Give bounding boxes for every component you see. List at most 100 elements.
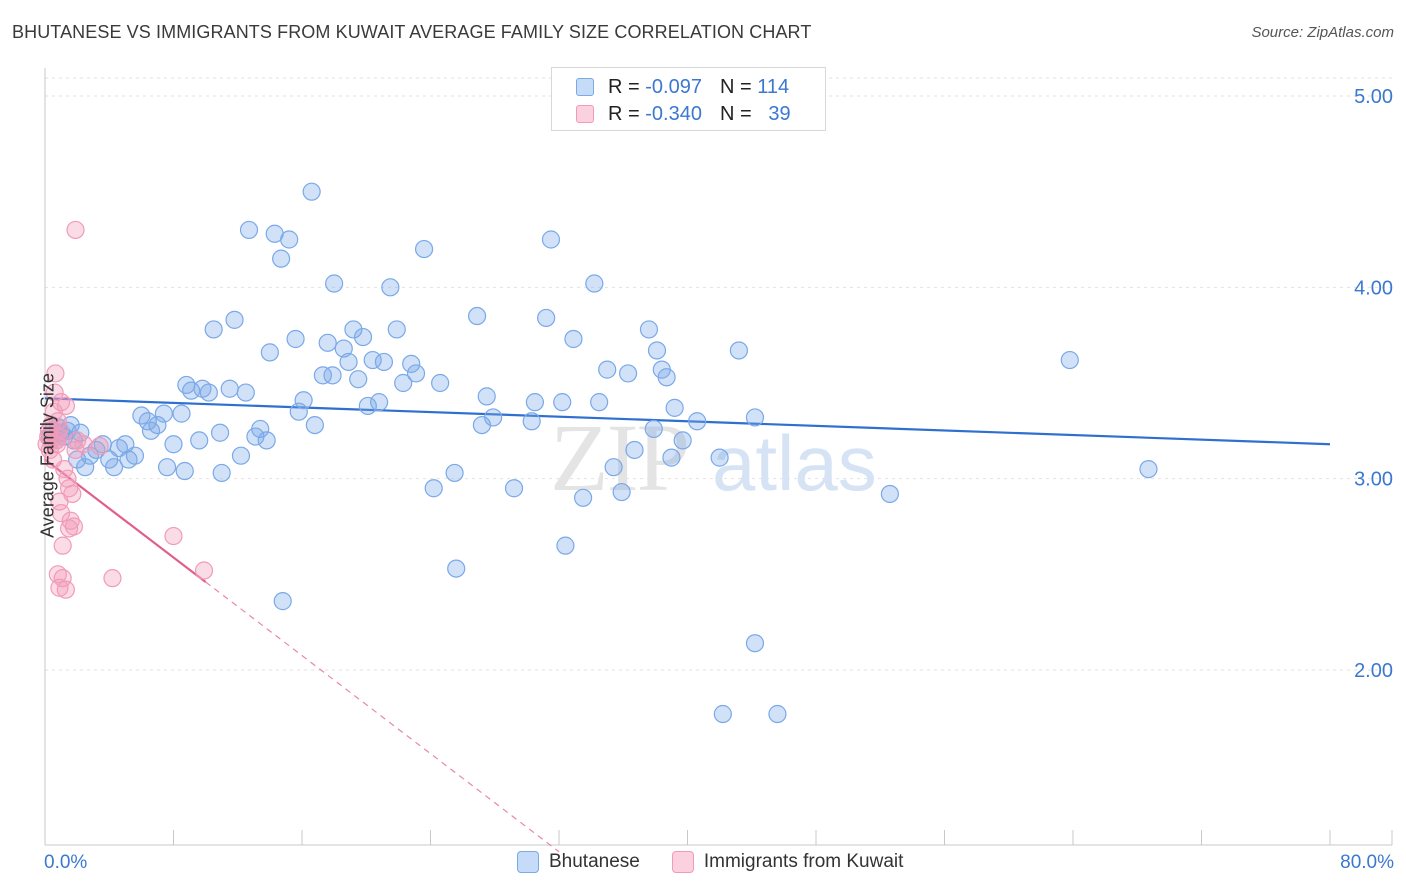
bhutanese-point: [644, 419, 663, 439]
watermark-atlas: atlas: [712, 419, 877, 507]
bhutanese-point: [537, 308, 556, 328]
kuwait-point: [56, 580, 75, 599]
bhutanese-point: [125, 446, 145, 465]
bhutanese-point: [175, 461, 194, 481]
x-axis-max-label: 80.0%: [1340, 852, 1394, 873]
legend-label-bhutanese: Bhutanese: [549, 851, 640, 872]
bhutanese-point: [745, 408, 765, 427]
trend-line-kuwait-extension: [205, 581, 560, 853]
bhutanese-point: [280, 230, 299, 249]
bhutanese-swatch: [576, 78, 594, 96]
bhutanese-point: [657, 368, 676, 387]
bhutanese-point: [618, 364, 638, 383]
bhutanese-point: [639, 320, 659, 339]
bhutanese-point: [394, 373, 413, 393]
bhutanese-point: [339, 352, 358, 372]
x-axis-min-label: 0.0%: [44, 852, 88, 873]
data-points: [37, 182, 1158, 724]
bhutanese-point: [236, 383, 255, 402]
bhutanese-point: [305, 415, 324, 435]
r-label: R =: [608, 102, 640, 125]
bhutanese-point: [370, 393, 389, 412]
bhutanese-point: [157, 458, 177, 477]
bhutanese-point: [1060, 350, 1079, 370]
bhutanese-point: [564, 329, 583, 349]
kuwait-point: [50, 419, 69, 439]
kuwait-point: [56, 396, 75, 416]
y-tick-label: 4.00: [1354, 277, 1393, 299]
bhutanese-point: [231, 446, 251, 465]
bhutanese-point: [598, 360, 617, 379]
bhutanese-point: [257, 431, 276, 450]
bhutanese-point: [484, 408, 503, 427]
bhutanese-point: [406, 364, 426, 383]
n-label: N =: [719, 75, 752, 98]
bhutanese-point: [190, 431, 209, 450]
bhutanese-point: [590, 393, 609, 412]
bhutanese-point: [445, 463, 464, 483]
kuwait-point: [46, 364, 65, 383]
r-value: -0.340: [645, 102, 702, 125]
bhutanese-point: [880, 484, 899, 504]
stats-legend: R = -0.097 N = 114 R = -0.340 N = 39: [551, 67, 826, 131]
kuwait-point: [48, 412, 67, 431]
stats-legend-row-kuwait: R = -0.340 N = 39: [576, 101, 791, 127]
kuwait-point: [194, 561, 214, 580]
n-value: 39: [768, 102, 791, 125]
kuwait-point: [50, 578, 69, 597]
bhutanese-point: [556, 536, 575, 555]
bhutanese-point: [424, 479, 443, 498]
kuwait-swatch: [576, 105, 594, 123]
bhutanese-point: [381, 278, 400, 297]
bhutanese-point: [313, 366, 332, 385]
bhutanese-point: [251, 419, 270, 439]
trend-line-bhutanese: [44, 397, 1331, 446]
y-tick-label: 3.00: [1354, 469, 1393, 491]
legend-item-kuwait: Immigrants from Kuwait: [671, 851, 904, 873]
n-value: 114: [757, 75, 790, 98]
bhutanese-point: [713, 704, 732, 724]
bhutanese-point: [154, 404, 173, 423]
kuwait-point: [55, 460, 74, 479]
watermark-zip: ZIP: [550, 404, 688, 511]
bhutanese-point: [204, 320, 223, 339]
kuwait-point: [90, 437, 109, 456]
kuwait-point: [49, 427, 68, 446]
r-label: R =: [608, 75, 640, 98]
legend-label-kuwait: Immigrants from Kuwait: [703, 851, 904, 872]
grid-lines: [45, 77, 1392, 671]
bhutanese-point: [688, 412, 707, 431]
kuwait-point: [53, 569, 72, 588]
bhutanese-point: [239, 220, 259, 240]
kuwait-point: [103, 569, 122, 588]
kuwait-point: [74, 435, 93, 454]
bhutanese-point: [387, 320, 406, 339]
kuwait-point: [59, 479, 79, 498]
bhutanese-point: [477, 387, 496, 406]
kuwait-point: [53, 536, 72, 555]
kuwait-point: [40, 440, 59, 460]
bhutanese-point: [199, 383, 218, 402]
bhutanese-point: [104, 458, 124, 477]
bhutanese-point: [76, 458, 95, 477]
bhutanese-point: [318, 333, 337, 352]
bhutanese-point: [604, 458, 623, 477]
bhutanese-point: [402, 354, 421, 373]
n-label: N =: [719, 102, 752, 125]
y-tick-label: 2.00: [1354, 660, 1393, 682]
bhutanese-point: [447, 559, 466, 578]
bhutanese-point: [289, 402, 308, 421]
bhutanese-point: [323, 366, 342, 385]
bhutanese-point: [302, 182, 321, 201]
bhutanese-point: [612, 482, 631, 502]
bhutanese-point: [710, 448, 729, 467]
y-tick-label: 5.00: [1354, 86, 1393, 108]
kuwait-point: [45, 383, 64, 402]
bhutanese-point: [374, 352, 394, 372]
bhutanese-point: [138, 412, 157, 431]
legend-item-bhutanese: Bhutanese: [517, 851, 640, 873]
bhutanese-point: [573, 488, 593, 507]
bhutanese-point: [148, 415, 167, 435]
chart-source: Source: ZipAtlas.com: [1251, 24, 1394, 41]
